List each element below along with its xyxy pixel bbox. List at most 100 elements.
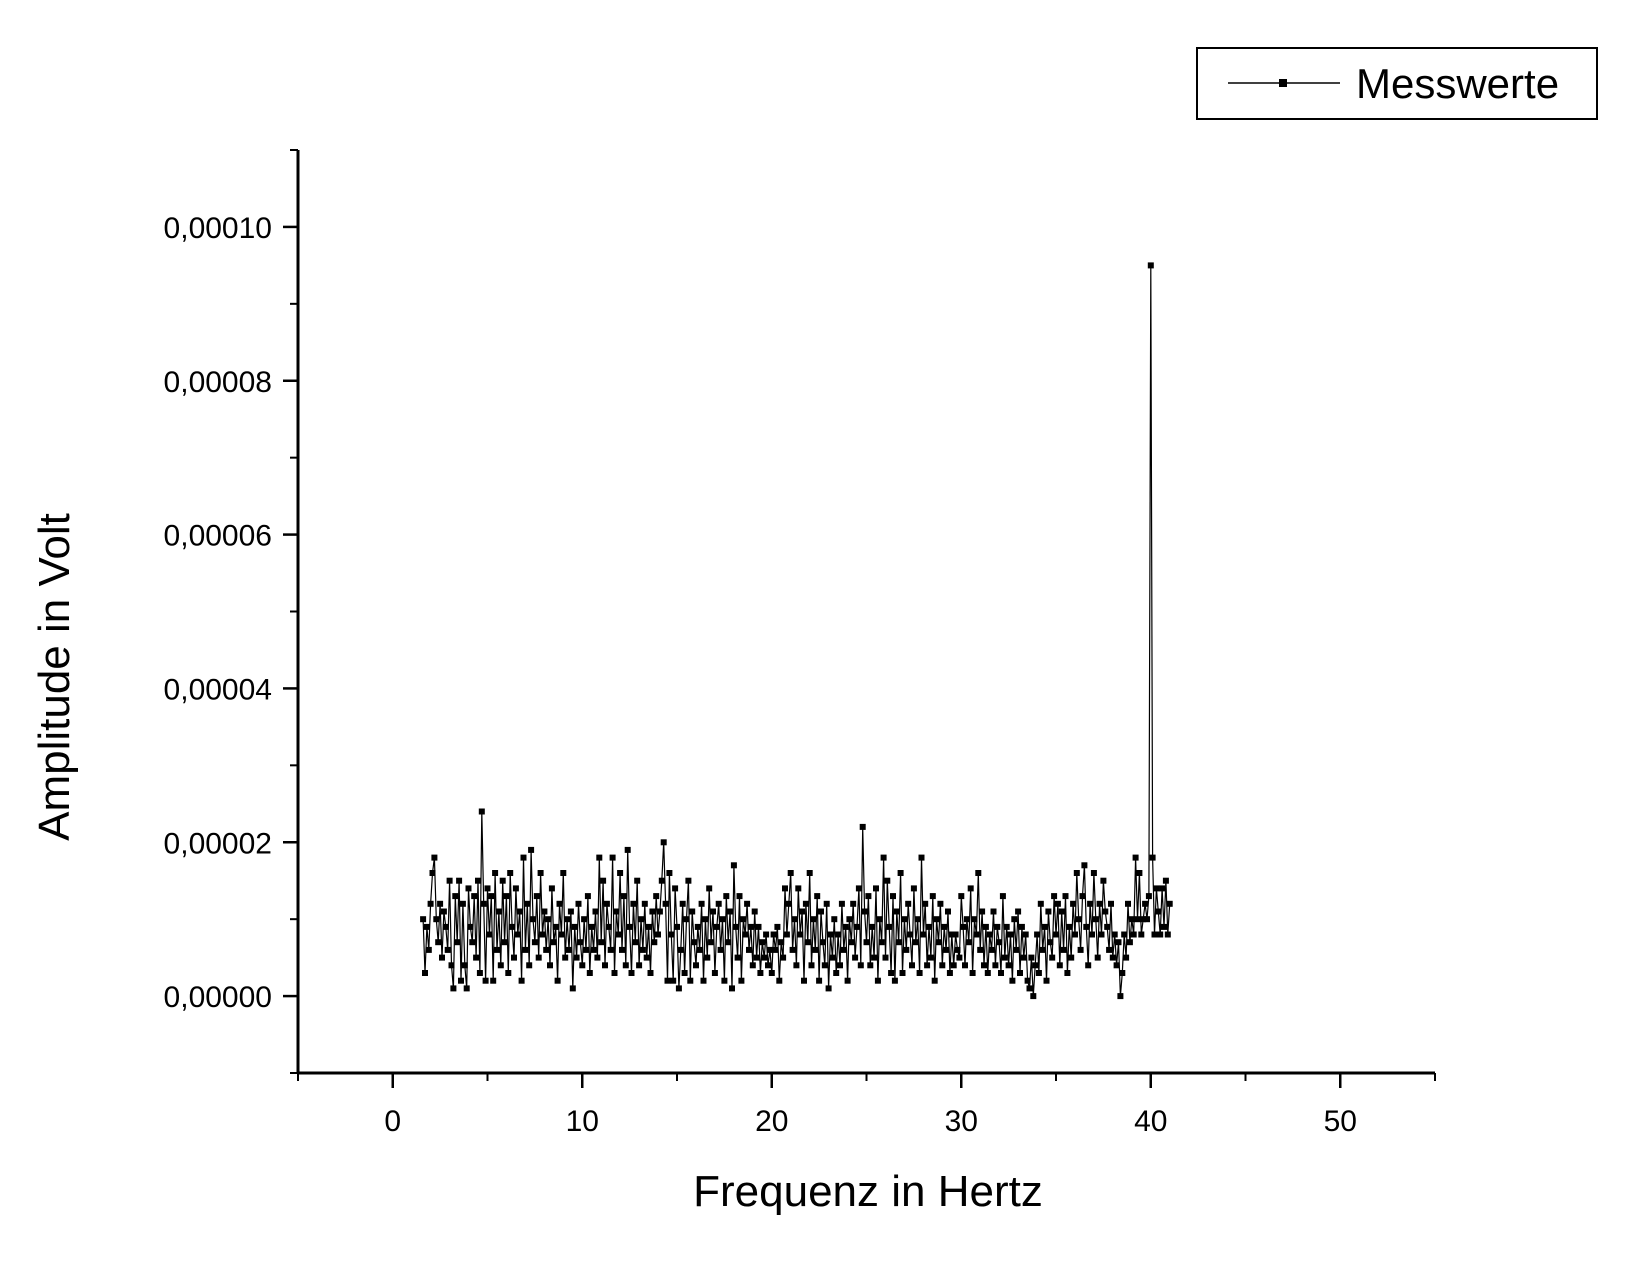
y-axis-title: Amplitude in Volt — [30, 513, 79, 841]
data-point — [1015, 908, 1022, 915]
data-point — [943, 946, 950, 953]
data-point — [664, 977, 671, 984]
data-point — [516, 908, 523, 915]
data-point — [746, 946, 752, 953]
data-point — [806, 870, 813, 876]
data-point — [452, 893, 459, 900]
data-point — [937, 900, 944, 907]
data-point — [429, 870, 436, 876]
data-point — [480, 900, 487, 907]
data-point — [696, 946, 703, 953]
data-point — [833, 970, 840, 976]
data-point — [787, 870, 794, 876]
data-point — [810, 916, 817, 923]
data-point — [766, 946, 773, 953]
data-point — [848, 939, 855, 946]
data-point — [622, 962, 629, 969]
data-point — [844, 977, 851, 984]
data-point — [1136, 870, 1143, 876]
data-point — [482, 977, 489, 984]
data-point — [975, 870, 982, 876]
data-point — [962, 962, 968, 969]
data-point — [973, 931, 980, 938]
data-point — [971, 916, 978, 923]
data-point — [1138, 931, 1145, 938]
data-point — [1005, 962, 1012, 969]
data-point — [651, 939, 658, 946]
data-point — [909, 962, 915, 969]
data-point — [700, 977, 707, 984]
data-point — [1024, 977, 1031, 984]
data-point — [814, 893, 821, 900]
data-point — [1106, 946, 1113, 953]
data-point — [1094, 954, 1101, 961]
data-point — [717, 946, 724, 953]
data-point — [1035, 970, 1042, 976]
data-point — [871, 954, 878, 961]
data-point — [698, 900, 705, 907]
data-point — [1159, 885, 1166, 892]
data-point — [1017, 970, 1023, 976]
data-point — [878, 939, 885, 946]
data-point — [643, 954, 650, 961]
data-point — [658, 877, 665, 884]
data-point — [897, 870, 904, 876]
data-point — [1032, 962, 1039, 969]
data-point — [954, 946, 961, 953]
data-point — [884, 877, 891, 884]
data-point — [626, 923, 633, 930]
data-point — [1056, 962, 1063, 969]
data-point — [1051, 893, 1058, 900]
data-point — [592, 908, 599, 915]
data-point — [636, 962, 643, 969]
data-point — [1043, 977, 1050, 984]
data-point — [1098, 931, 1105, 938]
data-point — [1087, 900, 1094, 907]
data-point — [780, 954, 787, 961]
data-point — [1058, 908, 1065, 915]
data-point — [1022, 931, 1029, 938]
data-point — [1089, 931, 1095, 938]
data-point — [948, 931, 955, 938]
data-point — [765, 962, 771, 969]
data-point — [694, 923, 701, 930]
data-point — [831, 916, 838, 923]
data-point — [901, 916, 908, 923]
data-point — [893, 908, 900, 915]
data-point — [567, 908, 574, 915]
data-point — [742, 931, 749, 938]
data-point — [594, 954, 601, 961]
data-point — [1153, 885, 1160, 892]
data-point — [473, 954, 480, 961]
data-point — [778, 939, 785, 946]
data-point — [607, 946, 614, 953]
data-point — [854, 923, 860, 930]
data-point — [539, 931, 546, 938]
data-point — [467, 923, 474, 930]
data-point — [863, 939, 870, 946]
data-point — [660, 839, 667, 846]
data-point — [873, 885, 879, 892]
data-point — [509, 923, 516, 930]
data-point — [465, 885, 472, 892]
data-point — [729, 985, 735, 992]
data-point — [541, 908, 548, 915]
data-point — [1161, 923, 1167, 930]
data-point — [666, 870, 673, 876]
data-point — [1123, 954, 1130, 961]
data-point — [427, 900, 434, 907]
data-point — [1049, 954, 1056, 961]
data-point — [547, 962, 553, 969]
data-point — [446, 877, 453, 884]
data-point — [835, 931, 842, 938]
data-point — [723, 893, 730, 900]
data-point — [941, 923, 948, 930]
data-point — [575, 900, 582, 907]
data-point — [675, 985, 682, 992]
data-point — [797, 931, 804, 938]
data-point — [876, 916, 883, 923]
data-point — [497, 962, 504, 969]
data-point — [891, 977, 898, 984]
data-point — [869, 923, 876, 930]
data-point — [706, 885, 713, 892]
